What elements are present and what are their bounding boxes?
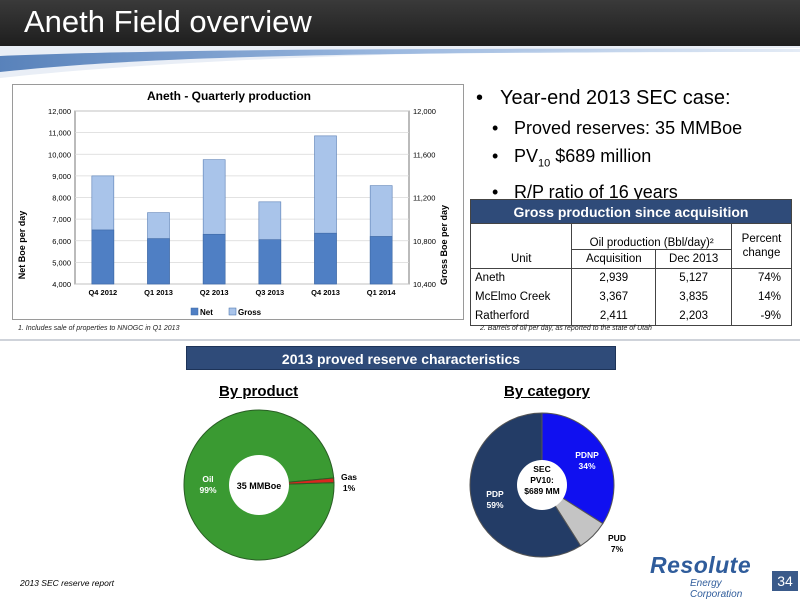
y-tick-label-left: 10,000: [48, 150, 71, 159]
table-cell-pct: -9%: [731, 306, 792, 326]
slide-header: Aneth Field overview: [0, 0, 800, 46]
pie2-center-line3: $689 MM: [524, 486, 559, 496]
x-tick-label: Q2 2013: [200, 288, 229, 297]
y-axis-label-left: Net Boe per day: [17, 211, 27, 280]
logo-wordmark: Resolute: [650, 552, 752, 578]
logo-subtitle: Energy Corporation: [690, 578, 743, 600]
legend-swatch: [228, 307, 237, 316]
y-tick-label-left: 8,000: [52, 194, 71, 203]
table-cell-pct: 74%: [731, 268, 792, 288]
bullet-proved-reserves: Proved reserves: 35 MMBoe: [474, 114, 794, 142]
x-tick-label: Q1 2014: [367, 288, 397, 297]
table-cell-acq: 2,939: [571, 268, 657, 288]
pie2-pud-pct: 7%: [611, 544, 624, 554]
pie1-oil-label: Oil: [202, 474, 213, 484]
chart-title: Aneth - Quarterly production: [147, 89, 311, 103]
y-tick-label-left: 7,000: [52, 215, 71, 224]
y-axis-label-right: Gross Boe per day: [439, 205, 449, 285]
gross-production-table: Gross production since acquisition Oil p…: [469, 199, 792, 326]
by-product-donut: 35 MMBoe Oil 99% Gas 1%: [183, 409, 357, 561]
quarterly-production-chart: Aneth - Quarterly production Net Boe per…: [12, 84, 464, 320]
bar-net: [147, 238, 170, 285]
table-row: Aneth 2,939 5,127 74%: [469, 268, 792, 288]
table-unit-spacer: [469, 223, 573, 250]
chart-footnote: 1. Includes sale of properties to NNOGC …: [18, 325, 180, 332]
y-tick-label-right: 10,800: [413, 237, 436, 246]
table-cell-pct: 14%: [731, 287, 792, 307]
legend-swatch: [190, 307, 199, 316]
table-col-unit: Unit: [469, 249, 573, 269]
pv-label: PV: [514, 146, 539, 166]
pie2-center-line1: SEC: [533, 464, 550, 474]
y-tick-label-left: 9,000: [52, 172, 71, 181]
y-tick-label-left: 12,000: [48, 107, 71, 116]
pie2-pdp-pct: 59%: [486, 500, 503, 510]
table-cell-unit: McElmo Creek: [469, 287, 573, 307]
y-tick-label-left: 6,000: [52, 237, 71, 246]
donut-hole: [517, 460, 567, 510]
source-note: 2013 SEC reserve report: [20, 578, 115, 588]
bar-net: [91, 229, 115, 285]
y-tick-label-right: 11,600: [413, 150, 435, 159]
pie1-gas-pct: 1%: [343, 483, 356, 493]
table-col-acquisition: Acquisition: [571, 249, 657, 269]
table-cell-unit: Aneth: [469, 268, 573, 288]
x-tick-label: Q1 2013: [144, 288, 173, 297]
pie2-center-line2: PV10:: [530, 475, 554, 485]
pv-subscript: 10: [538, 157, 551, 170]
table-footnote: 2. Barrels of oil per day, as reported t…: [480, 325, 652, 332]
pie2-pdnp-label: PDNP: [575, 450, 599, 460]
donut-hole: [229, 455, 289, 515]
y-tick-label-right: 12,000: [413, 107, 436, 116]
table-cell-unit: Ratherford: [469, 306, 573, 326]
y-tick-label-left: 4,000: [52, 280, 71, 289]
bar-net: [369, 236, 393, 285]
header-swoosh-decoration: [0, 46, 800, 78]
table-group-header: Oil production (Bbl/day)²: [571, 223, 732, 250]
bar-net: [314, 232, 337, 285]
by-category-donut: SEC PV10: $689 MM PDNP 34% PUD 7% PDP 59…: [469, 412, 626, 558]
reserve-characteristics-banner: 2013 proved reserve characteristics: [186, 346, 616, 370]
table-cell-dec: 3,835: [655, 287, 732, 307]
bullet-rp-ratio: R/P ratio of 16 years: [474, 178, 794, 206]
y-tick-label-left: 11,000: [49, 129, 71, 138]
bullet-main: Year-end 2013 SEC case:: [474, 82, 794, 114]
by-product-title: By product: [219, 383, 299, 400]
table-title: Gross production since acquisition: [470, 199, 792, 224]
company-logo: Resolute Energy Corporation: [640, 552, 770, 600]
slide-title: Aneth Field overview: [24, 4, 312, 39]
y-tick-label-right: 11,200: [413, 194, 435, 203]
table-cell-acq: 2,411: [571, 306, 657, 326]
sec-case-bullets: Year-end 2013 SEC case: Proved reserves:…: [474, 82, 794, 206]
bar-chart-svg: Aneth - Quarterly production Net Boe per…: [17, 89, 449, 317]
y-tick-label-right: 10,400: [413, 280, 436, 289]
table-row: McElmo Creek 3,367 3,835 14%: [469, 287, 792, 307]
pie1-gas-label: Gas: [341, 472, 357, 482]
table-cell-dec: 2,203: [655, 306, 732, 326]
bar-net: [258, 239, 282, 285]
table-cell-dec: 5,127: [655, 268, 732, 288]
x-tick-label: Q4 2012: [88, 288, 117, 297]
y-tick-label-left: 5,000: [52, 258, 71, 267]
legend-label: Net: [200, 308, 213, 317]
bullet-pv10: PV10 $689 million: [474, 142, 794, 178]
pie2-pud-label: PUD: [608, 533, 626, 543]
pv-value: $689 million: [550, 146, 652, 166]
x-tick-label: Q4 2013: [311, 288, 340, 297]
legend-label: Gross: [238, 308, 262, 317]
x-tick-label: Q3 2013: [255, 288, 284, 297]
section-divider: [0, 339, 800, 341]
table-col-dec2013: Dec 2013: [655, 249, 732, 269]
pie1-center-label: 35 MMBoe: [237, 481, 282, 491]
bar-net: [202, 233, 226, 285]
by-category-title: By category: [504, 383, 590, 400]
pie2-pdp-label: PDP: [486, 489, 504, 499]
pie1-oil-pct: 99%: [199, 485, 216, 495]
table-cell-acq: 3,367: [571, 287, 657, 307]
table-col-pct: Percent change: [731, 223, 792, 269]
table-row: Ratherford 2,411 2,203 -9%: [469, 306, 792, 326]
page-number: 34: [772, 571, 798, 591]
pie2-pdnp-pct: 34%: [578, 461, 595, 471]
